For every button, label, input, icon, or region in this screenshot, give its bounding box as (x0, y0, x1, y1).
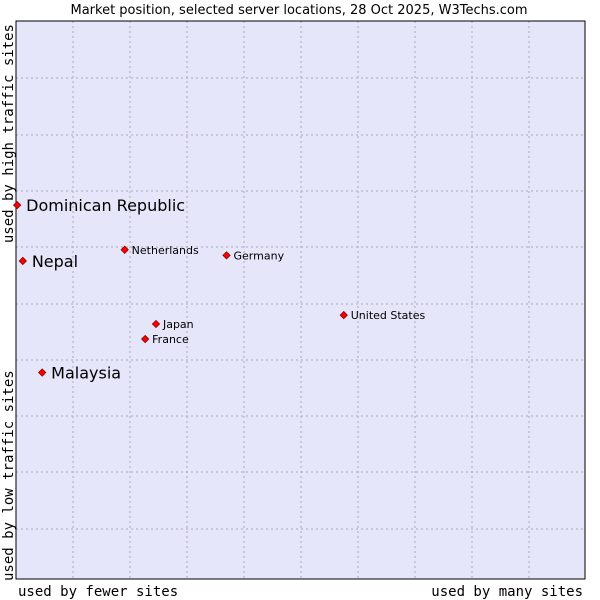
label-france: France (152, 333, 189, 346)
plot-area (16, 21, 585, 579)
marker-malaysia (38, 368, 47, 377)
grid-lines (16, 21, 585, 579)
x-axis-label-left: used by fewer sites (18, 584, 178, 600)
label-netherlands: Netherlands (132, 244, 199, 257)
point-malaysia: Malaysia (38, 364, 121, 383)
y-axis-label-bottom: used by low traffic sites (1, 370, 17, 581)
point-dominican-republic: Dominican Republic (12, 196, 185, 215)
point-netherlands: Netherlands (120, 244, 199, 257)
point-germany: Germany (222, 249, 285, 262)
marker-netherlands (120, 245, 129, 254)
label-united-states: United States (351, 309, 426, 322)
marker-japan (151, 319, 161, 329)
y-axis-label-top: used by high traffic sites (1, 24, 17, 243)
marker-france (140, 334, 150, 344)
point-nepal: Nepal (18, 252, 78, 271)
marker-united-states (339, 310, 348, 320)
point-japan: Japan (151, 318, 194, 331)
label-germany: Germany (234, 249, 285, 262)
marker-germany (222, 251, 231, 260)
marker-dominican-republic (12, 200, 22, 210)
data-points: Dominican Republic Nepal Malaysia Netherlan… (12, 196, 426, 383)
point-united-states: United States (339, 309, 426, 322)
chart-title: Market position, selected server locatio… (70, 3, 527, 18)
point-france: France (140, 333, 189, 346)
plot-border (15, 20, 586, 580)
label-malaysia: Malaysia (51, 364, 121, 383)
label-japan: Japan (162, 318, 194, 331)
marker-nepal (18, 256, 27, 266)
x-axis-label-right: used by many sites (431, 584, 583, 600)
label-dominican-republic: Dominican Republic (26, 196, 185, 215)
label-nepal: Nepal (32, 252, 78, 271)
